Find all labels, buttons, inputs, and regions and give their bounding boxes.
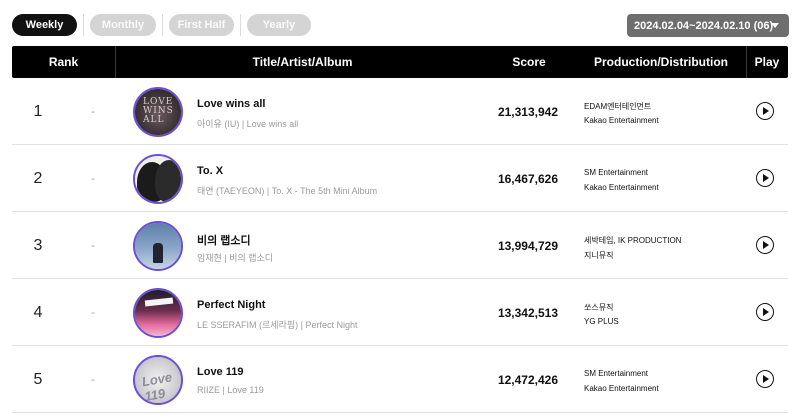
song-title: 비의 랩소디 xyxy=(197,235,251,247)
album-cover xyxy=(133,154,183,204)
tab-weekly[interactable]: Weekly xyxy=(12,14,77,36)
score-value: 16,467,626 xyxy=(497,171,558,186)
distribution-company: YG PLUS xyxy=(584,317,619,326)
album-cover xyxy=(133,288,183,338)
play-circle-icon[interactable] xyxy=(756,236,774,254)
production-company: SM Entertainment xyxy=(584,168,649,177)
header-play: Play xyxy=(754,55,780,69)
tab-divider xyxy=(240,14,241,36)
distribution-company: Kakao Entertainment xyxy=(584,183,659,192)
production-company: EDAM엔터테인먼트 xyxy=(584,102,652,111)
album-cover: Love 119 xyxy=(133,355,183,405)
song-title: Love wins all xyxy=(197,98,266,110)
artist-album: LE SSERAFIM (르세라핌) | Perfect Night xyxy=(197,320,358,330)
rank-change: - xyxy=(91,306,95,319)
play-circle-icon[interactable] xyxy=(756,169,774,187)
period-tabs: Weekly Monthly First Half Yearly xyxy=(12,14,311,36)
cover-text: LOVE WINS ALL xyxy=(143,97,174,125)
chevron-down-icon xyxy=(771,23,779,28)
date-range-value: 2024.02.04~2024.02.10 (06) xyxy=(634,19,774,32)
rank-change: - xyxy=(91,373,95,386)
tab-divider xyxy=(83,14,84,36)
header-title: Title/Artist/Album xyxy=(252,55,353,69)
tab-yearly[interactable]: Yearly xyxy=(247,14,311,36)
artist-album: 임재현 | 비의 랩소디 xyxy=(197,253,274,263)
score-value: 13,994,729 xyxy=(497,238,558,253)
album-cover: LOVE WINS ALL xyxy=(133,87,183,137)
rank-number: 4 xyxy=(33,303,43,321)
distribution-company: Kakao Entertainment xyxy=(584,384,659,393)
album-cover xyxy=(133,221,183,271)
song-title: Perfect Night xyxy=(197,299,266,311)
production-company: 쏘스뮤직 xyxy=(584,303,614,312)
production-company: 세박테임, IK PRODUCTION xyxy=(584,236,682,245)
rank-number: 1 xyxy=(33,102,43,120)
distribution-company: Kakao Entertainment xyxy=(584,116,659,125)
song-title: To. X xyxy=(197,165,224,177)
artist-album: 아이유 (IU) | Love wins all xyxy=(197,119,299,129)
rank-number: 5 xyxy=(33,370,43,388)
song-title: Love 119 xyxy=(197,366,244,378)
tab-divider xyxy=(162,14,163,36)
header-score: Score xyxy=(512,55,546,69)
chart-row: 5 - Love 119 Love 119 RIIZE | Love 119 1… xyxy=(12,346,788,413)
header-divider xyxy=(115,46,116,78)
play-circle-icon[interactable] xyxy=(756,303,774,321)
header-production: Production/Distribution xyxy=(594,55,728,69)
cover-text: Love 119 xyxy=(140,369,174,405)
rank-number: 2 xyxy=(33,169,43,187)
rank-change: - xyxy=(91,105,95,118)
artist-album: RIIZE | Love 119 xyxy=(197,385,264,395)
date-range-select[interactable]: 2024.02.04~2024.02.10 (06) xyxy=(627,14,789,37)
score-value: 12,472,426 xyxy=(497,372,558,387)
chart-row: 1 - LOVE WINS ALL Love wins all 아이유 (IU)… xyxy=(12,78,788,145)
distribution-company: 지니뮤직 xyxy=(584,251,614,260)
header-rank: Rank xyxy=(48,55,79,69)
header-divider xyxy=(746,46,747,78)
artist-album: 태연 (TAEYEON) | To. X - The 5th Mini Albu… xyxy=(197,186,378,196)
table-header: Rank Title/Artist/Album Score Production… xyxy=(12,46,788,78)
play-circle-icon[interactable] xyxy=(756,102,774,120)
tab-first-half[interactable]: First Half xyxy=(169,14,234,36)
rank-number: 3 xyxy=(33,236,43,254)
score-value: 13,342,513 xyxy=(497,305,558,320)
score-value: 21,313,942 xyxy=(497,104,558,119)
production-company: SM Entertainment xyxy=(584,369,649,378)
chart-row: 2 - To. X 태연 (TAEYEON) | To. X - The 5th… xyxy=(12,145,788,212)
rank-change: - xyxy=(91,239,95,252)
chart-row: 4 - Perfect Night LE SSERAFIM (르세라핌) | P… xyxy=(12,279,788,346)
chart-row: 3 - 비의 랩소디 임재현 | 비의 랩소디 13,994,729 세박테임,… xyxy=(12,212,788,279)
tab-monthly[interactable]: Monthly xyxy=(90,14,156,36)
play-circle-icon[interactable] xyxy=(756,370,774,388)
rank-change: - xyxy=(91,172,95,185)
